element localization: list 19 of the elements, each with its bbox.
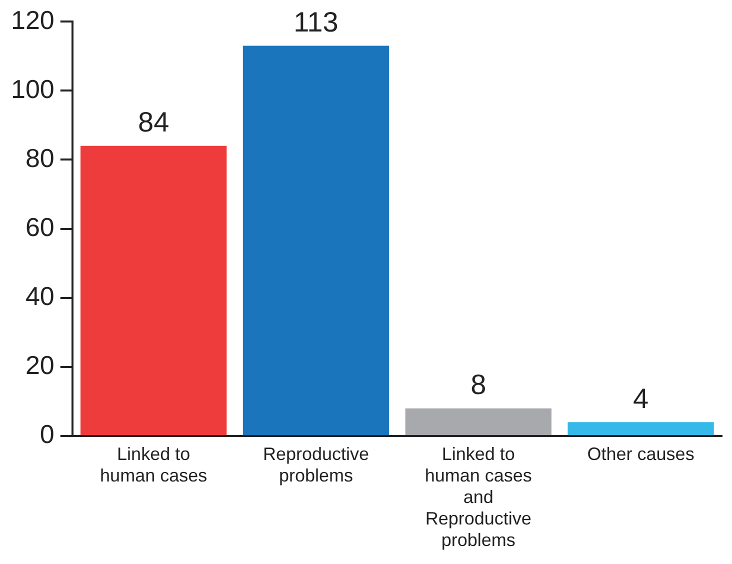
- y-tick-label: 120: [10, 4, 54, 35]
- y-tick-label: 80: [25, 142, 54, 173]
- bar: [242, 46, 390, 435]
- bar: [568, 422, 714, 435]
- bar: [405, 408, 552, 435]
- bar: [80, 146, 227, 435]
- x-tick-label: Linked to human cases and Reproductive problems: [424, 444, 532, 550]
- y-tick-label: 0: [40, 419, 54, 450]
- x-tick-label: Linked to human cases: [100, 444, 208, 486]
- x-tick-label: Reproductive problems: [262, 444, 370, 486]
- y-tick-label: 60: [25, 212, 54, 242]
- y-tick-label: 20: [25, 350, 54, 380]
- data-label: 8: [470, 369, 486, 400]
- y-tick-label: 40: [25, 281, 54, 312]
- data-label: 84: [138, 106, 170, 138]
- data-label: 113: [294, 6, 338, 38]
- x-tick-label: Other causes: [587, 444, 694, 464]
- data-label: 4: [633, 382, 649, 414]
- y-tick-label: 100: [10, 74, 54, 104]
